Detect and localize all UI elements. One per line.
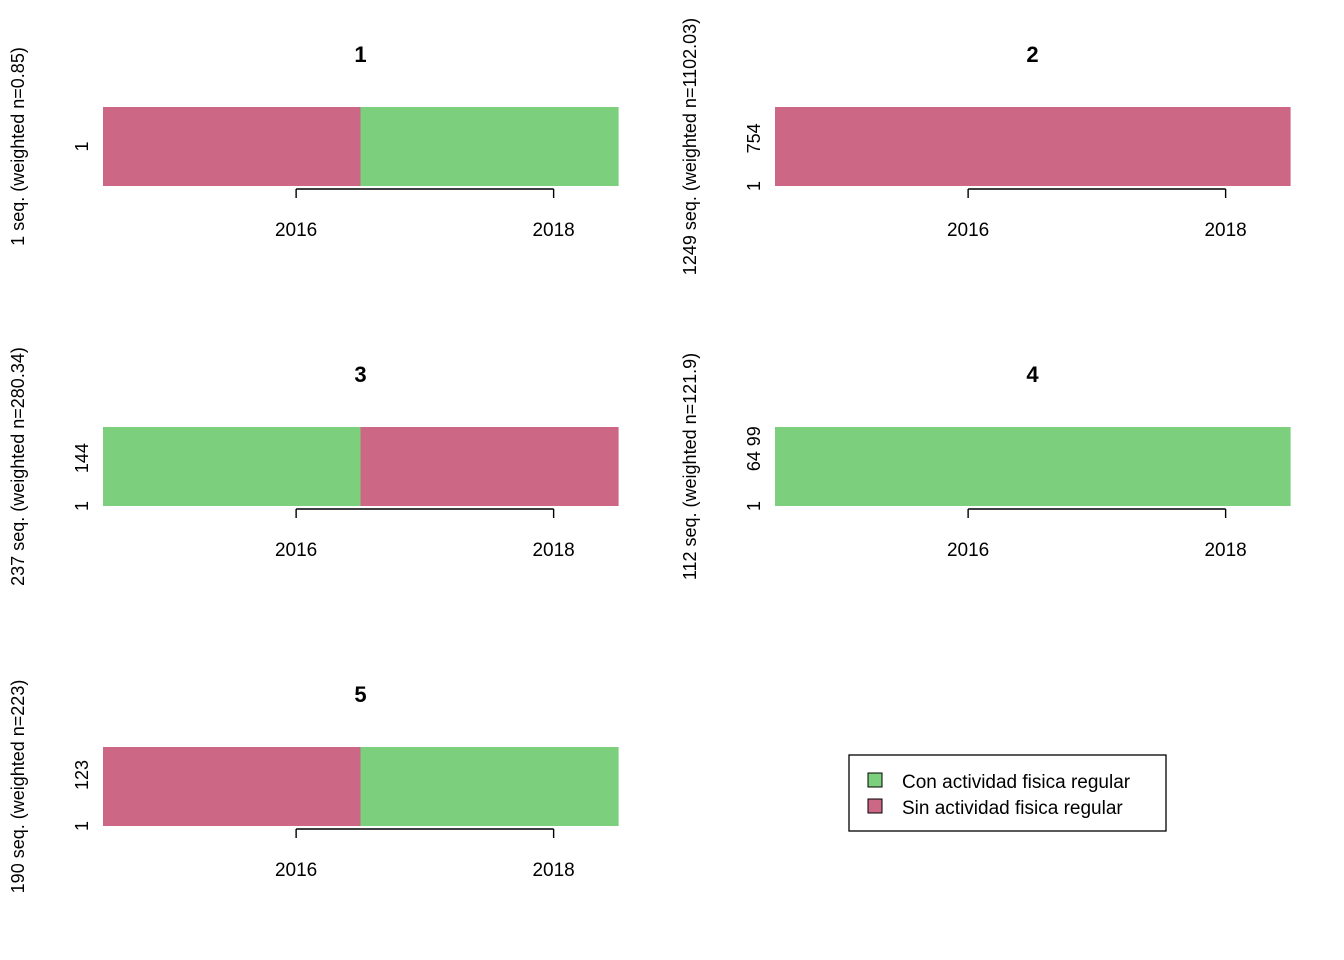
y-tick-label: 123 (72, 760, 92, 790)
panel-title: 2 (1026, 42, 1038, 67)
sequence-cell (1161, 107, 1291, 186)
panel-title: 1 (354, 42, 366, 67)
sequence-cell (489, 747, 619, 826)
panel-4: 4 112 seq. (weighted n=121.9) 1 64 99 2016 201… (680, 353, 1291, 580)
y-tick-label: 144 (72, 443, 92, 473)
sequence-cell (1032, 107, 1162, 186)
y-tick-label: 1 (744, 181, 764, 191)
y-tick-label: 1 (744, 501, 764, 511)
legend-swatch-sin (867, 798, 883, 814)
x-tick-label: 2018 (1204, 220, 1246, 241)
x-tick-label: 2016 (275, 540, 317, 561)
sequence-cell (775, 107, 905, 186)
x-tick-label: 2016 (947, 220, 989, 241)
sequence-cell (360, 107, 490, 186)
legend: Con actividad fisica regular Sin activid… (848, 754, 1167, 832)
x-tick-label: 2016 (275, 860, 317, 881)
y-axis-label: 237 seq. (weighted n=280.34) (8, 347, 28, 586)
sequence-cell (489, 107, 619, 186)
panel-title: 5 (354, 682, 366, 707)
sequence-cell (231, 427, 362, 506)
y-axis-label: 1249 seq. (weighted n=1102.03) (680, 18, 700, 275)
panel-title: 3 (354, 362, 366, 387)
y-tick-label: 99 (744, 426, 764, 446)
y-tick-label: 64 (744, 451, 764, 471)
panels: 1 1 seq. (weighted n=0.85) 1 2016 2018 2 1249 … (8, 18, 1291, 894)
sequence-cell (360, 427, 490, 506)
sequence-cell (103, 107, 233, 186)
panel-2: 2 1249 seq. (weighted n=1102.03) 1 754 2016 2… (680, 18, 1291, 275)
panel-3: 3 237 seq. (weighted n=280.34) 1 144 2016 201… (8, 347, 619, 586)
x-tick-label: 2016 (275, 220, 317, 241)
legend-swatch-con (867, 772, 883, 788)
y-tick-label: 1 (72, 141, 92, 151)
x-tick-label: 2018 (532, 220, 574, 241)
legend-box (848, 754, 1167, 832)
sequence-cell (1032, 427, 1162, 506)
y-tick-label: 754 (744, 123, 764, 153)
sequence-cell (1161, 427, 1291, 506)
panel-title: 4 (1026, 362, 1039, 387)
y-tick-label: 1 (72, 821, 92, 831)
y-axis-label: 1 seq. (weighted n=0.85) (8, 47, 28, 246)
y-tick-label: 1 (72, 501, 92, 511)
sequence-cell (103, 747, 233, 826)
x-tick-label: 2018 (1204, 540, 1246, 561)
sequence-cell (489, 427, 619, 506)
panel-5: 5 190 seq. (weighted n=223) 1 123 2016 2018 (8, 680, 619, 894)
x-tick-label: 2018 (532, 540, 574, 561)
sequence-cell (775, 427, 905, 506)
panel-1: 1 1 seq. (weighted n=0.85) 1 2016 2018 (8, 42, 619, 246)
sequence-cell (360, 747, 490, 826)
x-tick-label: 2018 (532, 860, 574, 881)
sequence-cell (231, 107, 362, 186)
y-axis-label: 190 seq. (weighted n=223) (8, 680, 28, 894)
sequence-cell (103, 427, 233, 506)
y-axis-label: 112 seq. (weighted n=121.9) (680, 353, 700, 580)
sequence-cell (903, 107, 1034, 186)
sequence-cell (231, 747, 362, 826)
legend-label-con: Con actividad fisica regular (902, 772, 1131, 793)
sequence-cell (903, 427, 1034, 506)
x-tick-label: 2016 (947, 540, 989, 561)
legend-label-sin: Sin actividad fisica regular (902, 798, 1123, 819)
